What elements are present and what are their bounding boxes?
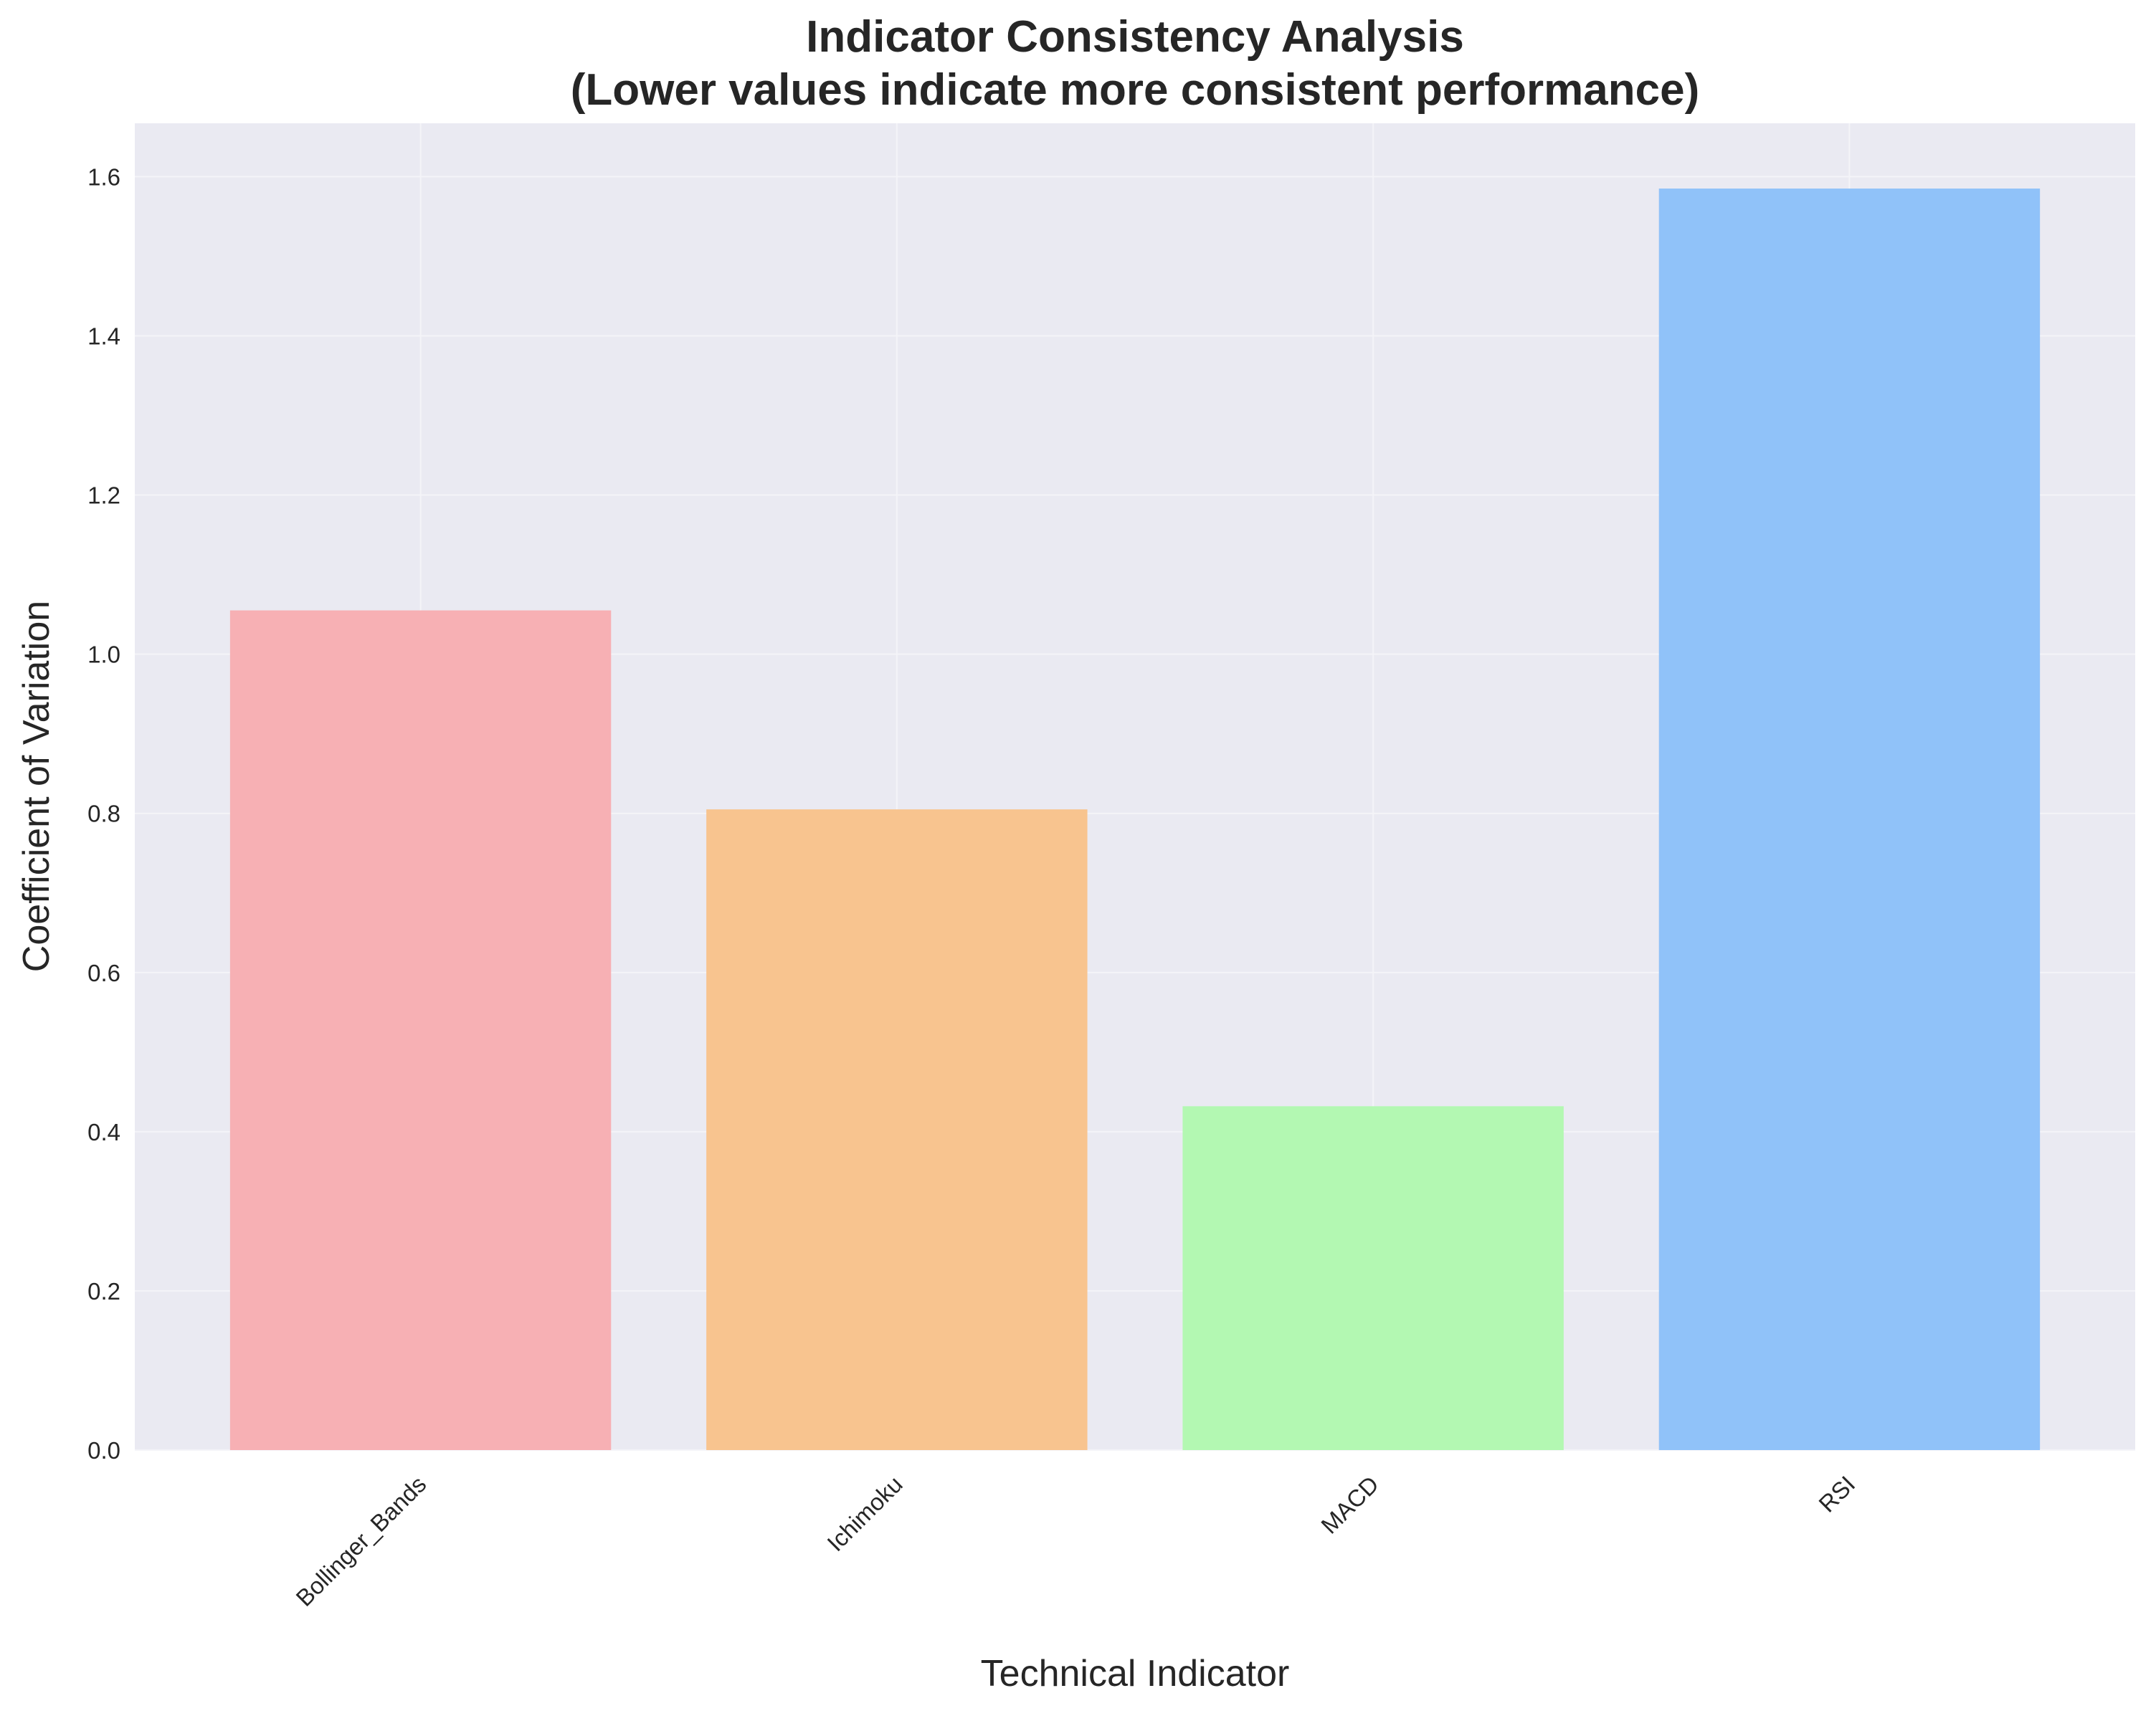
bar-rsi	[1658, 189, 2041, 1450]
chart-title-line1: Indicator Consistency Analysis	[806, 12, 1464, 62]
y-tick-label: 1.0	[87, 642, 120, 668]
y-tick-label: 0.4	[87, 1119, 120, 1145]
x-tick-label: MACD	[1316, 1471, 1384, 1539]
y-tick-label: 0.6	[87, 960, 120, 986]
x-axis-label: Technical Indicator	[981, 1653, 1290, 1694]
y-tick-label: 1.6	[87, 163, 120, 190]
y-tick-label: 0.8	[87, 801, 120, 827]
y-tick-label: 0.0	[87, 1437, 120, 1464]
bar-macd	[1182, 1106, 1564, 1450]
x-tick-label: RSI	[1813, 1471, 1860, 1517]
bar-bollinger-bands	[229, 610, 612, 1450]
y-axis-label: Coefficient of Variation	[16, 601, 57, 972]
y-tick-label: 1.2	[87, 482, 120, 509]
x-tick-labels: Bollinger_Bands Ichimoku MACD RSI	[290, 1471, 1860, 1611]
y-tick-label: 1.4	[87, 323, 120, 349]
y-tick-label: 0.2	[87, 1278, 120, 1305]
x-tick-label: Ichimoku	[822, 1471, 908, 1557]
bars	[229, 189, 2041, 1450]
y-tick-labels: 0.0 0.2 0.4 0.6 0.8 1.0 1.2 1.4 1.6	[87, 163, 120, 1464]
x-tick-label: Bollinger_Bands	[290, 1471, 431, 1611]
bar-ichimoku	[706, 809, 1088, 1450]
chart-title-line2: (Lower values indicate more consistent p…	[571, 65, 1700, 115]
